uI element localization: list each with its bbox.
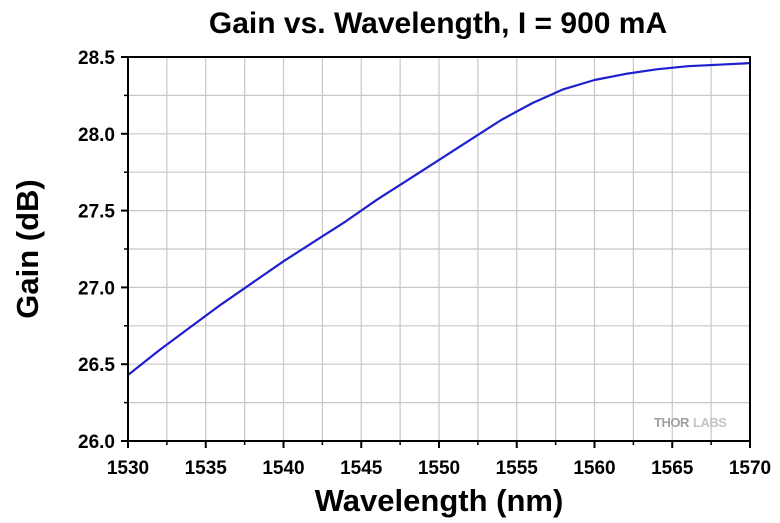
y-tick-labels: 26.0 26.5 27.0 27.5 28.0 28.5 bbox=[78, 48, 115, 453]
x-tick-label-1565: 1565 bbox=[651, 458, 694, 479]
y-tick-label-28: 28.0 bbox=[78, 125, 115, 146]
x-tick-label-1545: 1545 bbox=[340, 458, 383, 479]
axis-ticks bbox=[121, 56, 751, 448]
x-tick-label-1530: 1530 bbox=[107, 458, 149, 479]
grid-lines bbox=[127, 56, 751, 442]
logo-labs-text: LABS bbox=[693, 415, 727, 430]
thorlabs-logo: THOR LABS bbox=[654, 415, 728, 430]
x-tick-labels: 1530 1535 1540 1545 1550 1555 1560 1565 1570 bbox=[107, 458, 771, 479]
x-tick-label-1540: 1540 bbox=[262, 458, 304, 479]
y-tick-label-26: 26.0 bbox=[78, 432, 115, 453]
x-tick-label-1555: 1555 bbox=[496, 458, 539, 479]
y-tick-label-26-5: 26.5 bbox=[78, 355, 115, 376]
y-tick-label-27-5: 27.5 bbox=[78, 202, 115, 223]
chart-title: Gain vs. Wavelength, I = 900 mA bbox=[209, 7, 667, 40]
x-tick-label-1560: 1560 bbox=[573, 458, 615, 479]
x-tick-label-1570: 1570 bbox=[729, 458, 771, 479]
x-axis-title: Wavelength (nm) bbox=[315, 483, 564, 518]
series-layer bbox=[127, 62, 751, 376]
y-axis-title: Gain (dB) bbox=[10, 179, 45, 319]
gain-curve-line bbox=[127, 62, 751, 376]
logo-thor-text: THOR bbox=[654, 415, 690, 430]
y-tick-label-27: 27.0 bbox=[78, 278, 115, 299]
x-tick-label-1535: 1535 bbox=[185, 458, 228, 479]
y-tick-label-28-5: 28.5 bbox=[78, 48, 115, 69]
x-tick-label-1550: 1550 bbox=[418, 458, 460, 479]
